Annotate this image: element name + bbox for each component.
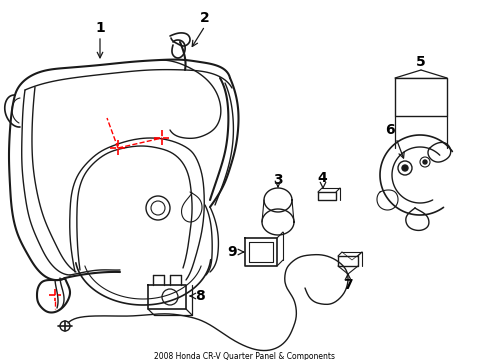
Text: 3: 3 xyxy=(273,173,282,187)
Text: 2: 2 xyxy=(200,11,209,25)
Text: 2008 Honda CR-V Quarter Panel & Components
Spring, Fuel Lid Opener Diagram for 7: 2008 Honda CR-V Quarter Panel & Componen… xyxy=(143,352,344,360)
Circle shape xyxy=(422,160,426,164)
Text: 7: 7 xyxy=(343,278,352,292)
Text: 5: 5 xyxy=(415,55,425,69)
Text: 4: 4 xyxy=(317,171,326,185)
Text: 8: 8 xyxy=(195,289,204,303)
FancyBboxPatch shape xyxy=(394,78,446,116)
Text: 6: 6 xyxy=(385,123,394,137)
Text: 9: 9 xyxy=(227,245,236,259)
Circle shape xyxy=(401,165,407,171)
Text: 1: 1 xyxy=(95,21,104,35)
